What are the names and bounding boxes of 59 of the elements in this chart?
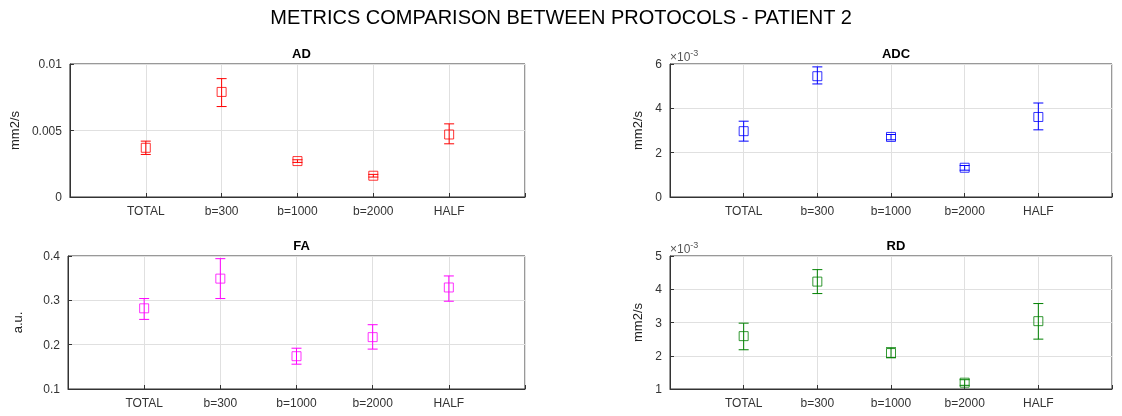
point [216, 86, 227, 97]
y-tick-label: 0.005 [31, 123, 63, 138]
chart-title: AD [292, 46, 311, 61]
point [1033, 111, 1044, 122]
x-tick-label: TOTAL [125, 396, 164, 410]
text: METRICS COMPARISON BETWEEN PROTOCOLS - PATIENT 2 [269, 6, 853, 29]
y-tick-label: 1 [655, 382, 663, 396]
x-tick-label: b=2000 [352, 396, 394, 410]
y-axis-title: mm2/s [7, 110, 22, 150]
point [443, 282, 454, 293]
point [738, 126, 749, 137]
x-tick-label: b=300 [800, 204, 835, 218]
x-tick-label: b=300 [800, 396, 835, 410]
y-tick-label: 2 [655, 145, 663, 160]
y-tick-label: 0.01 [38, 57, 63, 71]
y-axis-title: mm2/s [630, 110, 645, 150]
y-tick-label: 0.2 [43, 337, 61, 352]
chart-title: FA [293, 238, 311, 253]
y-tick-label: 5 [655, 249, 663, 263]
point [1033, 316, 1044, 327]
y-tick-label: 0 [55, 190, 63, 204]
point [444, 129, 455, 140]
y-tick-label: 0.1 [43, 382, 61, 396]
point [812, 276, 823, 287]
y-axis-title: mm2/s [630, 302, 645, 342]
x-tick-label: b=2000 [944, 396, 986, 410]
x-tick-label: b=1000 [870, 396, 912, 410]
x-tick-label: TOTAL [724, 396, 763, 410]
x-tick-label: b=300 [204, 204, 239, 218]
y-tick-label: 3 [655, 315, 663, 330]
point [215, 273, 226, 284]
x-tick-label: TOTAL [126, 204, 165, 218]
x-tick-label: HALF [1022, 396, 1054, 410]
x-tick-label: b=1000 [277, 204, 318, 218]
x-tick-label: b=1000 [276, 396, 318, 410]
y-tick-label: 0 [655, 190, 663, 204]
y-axis-title: a.u. [10, 311, 25, 334]
x-tick-label: HALF [433, 204, 465, 218]
point [812, 71, 823, 82]
x-tick-label: b=300 [203, 396, 238, 410]
y-tick-label: 4 [655, 282, 663, 297]
x-tick-label: b=2000 [944, 204, 986, 218]
point [139, 303, 150, 314]
x-tick-label: b=1000 [870, 204, 912, 218]
y-tick-label: 2 [655, 348, 663, 363]
point [738, 331, 749, 342]
chart-title: ADC [881, 46, 911, 61]
chart-title: RD [886, 238, 906, 253]
x-tick-label: b=2000 [353, 204, 394, 218]
point [367, 332, 378, 343]
x-tick-label: TOTAL [724, 204, 763, 218]
y-tick-label: 4 [655, 101, 663, 116]
x-tick-label: HALF [1022, 204, 1054, 218]
y-tick-label: 6 [655, 57, 663, 71]
point [291, 351, 302, 362]
y-tick-label: 0.3 [43, 293, 61, 308]
point [292, 156, 303, 167]
y-tick-label: 0.4 [43, 249, 61, 263]
x-tick-label: HALF [433, 396, 465, 410]
